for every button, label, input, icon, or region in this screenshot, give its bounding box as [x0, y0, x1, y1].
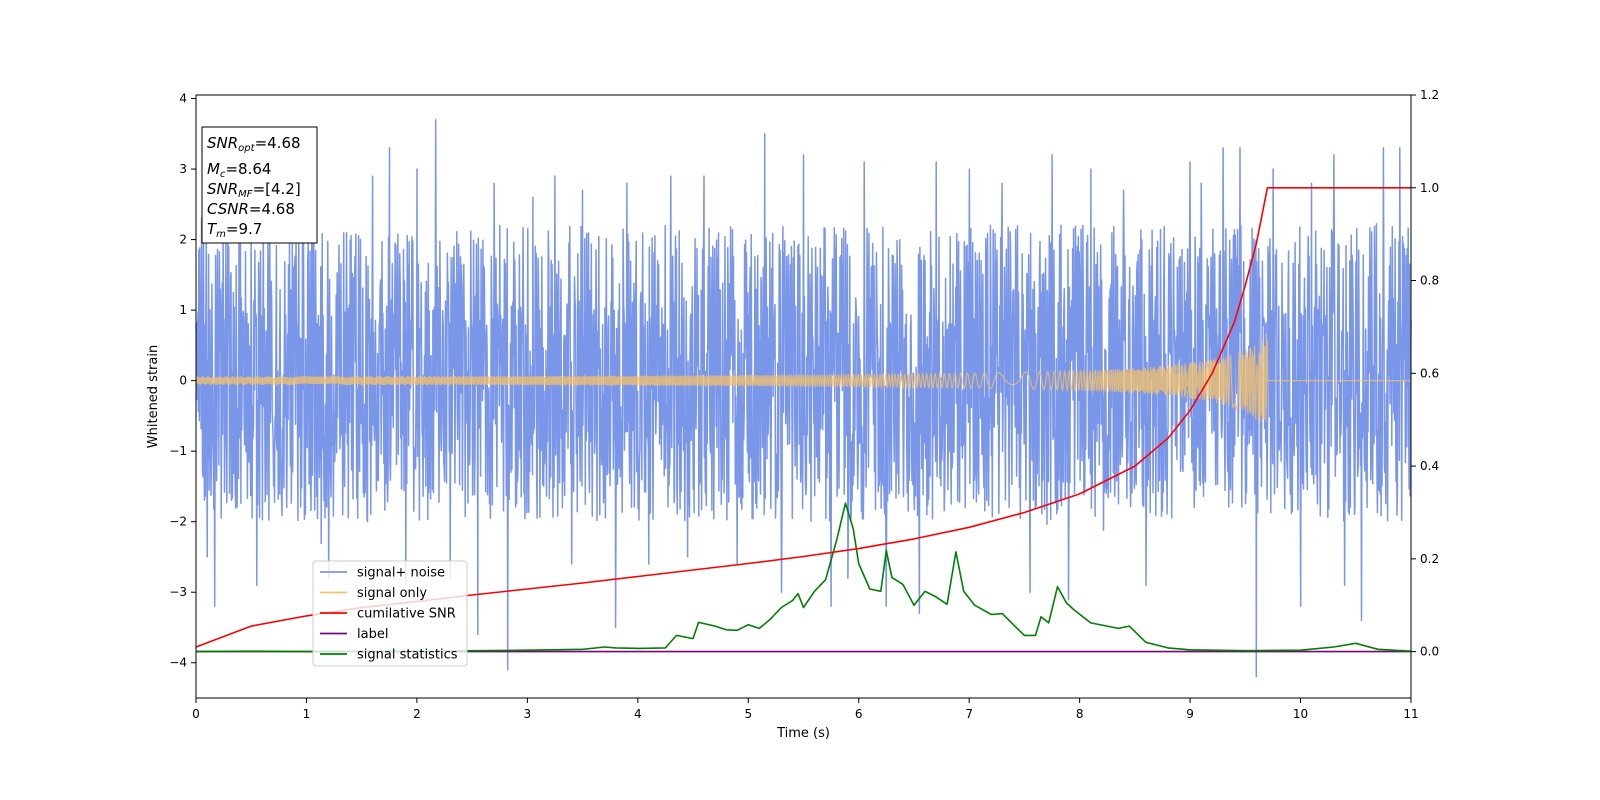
x-tick-label: 5 [744, 707, 752, 721]
x-tick-label: 3 [524, 707, 532, 721]
x-tick-label: 8 [1076, 707, 1084, 721]
x-tick-label: 6 [855, 707, 863, 721]
y-tick-label: 1 [179, 303, 187, 317]
annotation-value: =9.7 [226, 220, 262, 238]
x-tick-label: 11 [1403, 707, 1418, 721]
annotation-value: =8.64 [225, 160, 271, 178]
legend: signal+ noise signal only cumilative SNR la… [312, 560, 468, 667]
annotation-symbol: CSNR [207, 200, 249, 218]
y2-tick-label: 1.2 [1420, 88, 1439, 102]
legend-entry-label: label [357, 627, 388, 642]
signal-noise-series [195, 118, 1412, 678]
y2-tick-label: 0.4 [1420, 459, 1439, 473]
y2-tick-label: 0.2 [1420, 552, 1439, 566]
annotation-line: SNRopt=4.68 [207, 134, 301, 154]
annotation-line: Tm=9.7 [207, 220, 262, 240]
x-tick-label: 2 [413, 707, 421, 721]
stats-annotation-box: SNRopt=4.68Mc=8.64SNRMF=[4.2]CSNR=4.68Tm… [201, 126, 318, 244]
x-tick-label: 10 [1293, 707, 1308, 721]
legend-entry-label: signal only [357, 586, 427, 601]
x-axis-ticks: 0 1 2 3 4 5 6 7 8 9 10 11 [192, 698, 1419, 721]
annotation-line: Mc=8.64 [207, 160, 271, 180]
annotation-symbol: M [207, 160, 220, 178]
annotation-subscript: MF [238, 189, 253, 200]
x-tick-label: 4 [634, 707, 642, 721]
annotation-value: =[4.2] [253, 180, 301, 198]
y-tick-label: −3 [169, 585, 187, 599]
legend-entry-label: cumilative SNR [357, 607, 456, 622]
y2-axis-ticks: 1.2 1.0 0.8 0.6 0.4 0.2 0.0 [1411, 88, 1439, 659]
y-tick-label: 0 [179, 374, 187, 388]
annotation-symbol: SNR [207, 180, 238, 198]
x-tick-label: 1 [303, 707, 311, 721]
signal-only-series [195, 333, 1411, 422]
y2-tick-label: 0.8 [1420, 274, 1439, 288]
plot-area-frame [195, 94, 1412, 699]
y-axis-label: Whitened strain [146, 345, 161, 448]
y-tick-label: 2 [179, 233, 187, 247]
annotation-frame [201, 126, 318, 244]
legend-entry-label: signal+ noise [357, 566, 445, 581]
annotation-value: =4.68 [249, 200, 295, 218]
x-tick-label: 0 [192, 707, 200, 721]
annotation-subscript: c [220, 169, 226, 180]
y-tick-label: 4 [179, 92, 187, 106]
x-tick-label: 9 [1186, 707, 1194, 721]
x-tick-label: 7 [965, 707, 973, 721]
annotation-subscript: m [216, 229, 226, 240]
annotation-value: =4.68 [255, 134, 301, 152]
annotation-symbol: SNR [207, 134, 238, 152]
y-axis-ticks: 4 3 2 1 0 −1 −2 −3 −4 [169, 92, 196, 670]
legend-entry-label: signal statistics [357, 648, 458, 663]
y-tick-label: −2 [169, 515, 187, 529]
signal-statistics-line [195, 502, 1412, 653]
annotation-line: SNRMF=[4.2] [207, 180, 301, 200]
y-tick-label: −1 [169, 444, 187, 458]
y2-tick-label: 0.0 [1420, 645, 1439, 659]
signal-noise-line [195, 118, 1412, 678]
y-tick-label: 3 [179, 162, 187, 176]
annotation-subscript: opt [238, 143, 255, 154]
annotation-line: CSNR=4.68 [207, 200, 295, 218]
annotation-symbol: T [207, 220, 218, 238]
y2-tick-label: 0.6 [1420, 366, 1439, 380]
x-axis-label: Time (s) [776, 726, 830, 741]
legend-frame [312, 560, 468, 667]
signal-only-line [195, 333, 1411, 422]
y2-tick-label: 1.0 [1420, 181, 1439, 195]
y-tick-label: −4 [169, 656, 187, 670]
